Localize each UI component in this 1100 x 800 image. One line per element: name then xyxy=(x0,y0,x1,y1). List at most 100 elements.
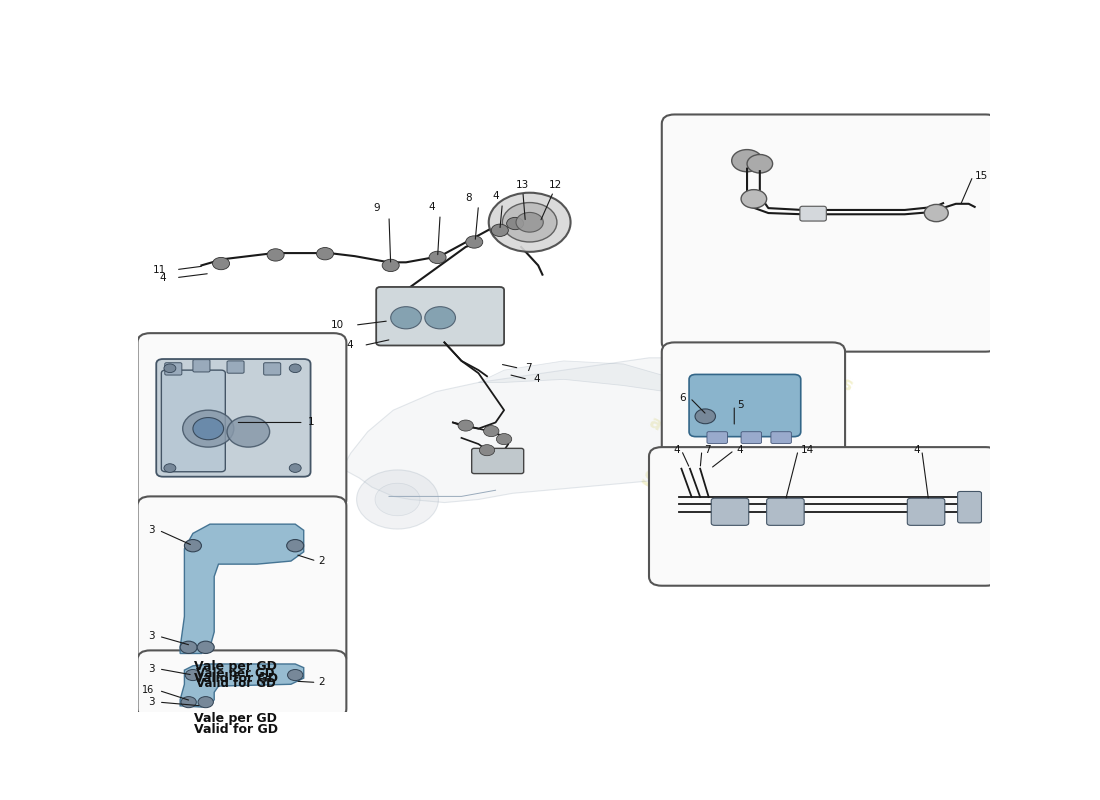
Circle shape xyxy=(503,202,557,242)
Circle shape xyxy=(496,434,512,445)
Circle shape xyxy=(164,364,176,373)
Text: 13: 13 xyxy=(516,180,529,190)
Text: 3: 3 xyxy=(147,631,154,642)
Text: Valid for GD: Valid for GD xyxy=(196,677,275,690)
Text: since 1985: since 1985 xyxy=(778,238,930,262)
Circle shape xyxy=(492,224,508,237)
Circle shape xyxy=(741,190,767,208)
Polygon shape xyxy=(342,358,747,502)
Circle shape xyxy=(164,464,176,472)
Text: 1: 1 xyxy=(308,418,315,427)
Circle shape xyxy=(185,670,200,681)
Circle shape xyxy=(425,306,455,329)
Polygon shape xyxy=(478,361,683,392)
Circle shape xyxy=(192,418,223,440)
Circle shape xyxy=(182,697,196,708)
Circle shape xyxy=(227,416,270,447)
Text: europarts: europarts xyxy=(740,198,967,240)
Circle shape xyxy=(465,236,483,248)
FancyBboxPatch shape xyxy=(771,432,791,443)
Circle shape xyxy=(317,247,333,260)
Circle shape xyxy=(198,697,213,708)
Text: Vale per GD: Vale per GD xyxy=(194,660,277,673)
FancyBboxPatch shape xyxy=(712,498,749,526)
Text: 6: 6 xyxy=(679,393,685,403)
Circle shape xyxy=(663,448,746,507)
Circle shape xyxy=(183,410,234,447)
Text: a passion for parts: a passion for parts xyxy=(680,290,857,395)
FancyBboxPatch shape xyxy=(707,432,727,443)
Text: 12: 12 xyxy=(549,180,562,190)
Text: Vale per GD: Vale per GD xyxy=(196,667,275,680)
Circle shape xyxy=(516,213,543,232)
Text: 4: 4 xyxy=(534,374,540,384)
FancyBboxPatch shape xyxy=(162,370,226,472)
FancyBboxPatch shape xyxy=(192,360,210,372)
FancyBboxPatch shape xyxy=(767,498,804,526)
Text: since 1985: since 1985 xyxy=(704,217,867,320)
FancyBboxPatch shape xyxy=(138,496,346,666)
FancyBboxPatch shape xyxy=(376,287,504,346)
Text: 15: 15 xyxy=(975,171,988,181)
FancyBboxPatch shape xyxy=(689,374,801,437)
FancyBboxPatch shape xyxy=(908,498,945,526)
Circle shape xyxy=(390,306,421,329)
Circle shape xyxy=(375,483,420,516)
FancyBboxPatch shape xyxy=(138,650,346,718)
Text: 4: 4 xyxy=(737,445,744,455)
FancyBboxPatch shape xyxy=(264,362,280,375)
Polygon shape xyxy=(180,524,304,654)
Text: 11: 11 xyxy=(153,265,166,274)
Circle shape xyxy=(289,464,301,472)
Text: since 1985: since 1985 xyxy=(636,463,799,566)
FancyBboxPatch shape xyxy=(741,432,761,443)
Text: 14: 14 xyxy=(801,445,814,455)
FancyBboxPatch shape xyxy=(156,359,310,477)
Text: Valid for GD: Valid for GD xyxy=(194,672,277,686)
Circle shape xyxy=(356,470,439,529)
Circle shape xyxy=(480,445,495,456)
Circle shape xyxy=(267,249,284,261)
Text: 4: 4 xyxy=(913,445,920,455)
FancyBboxPatch shape xyxy=(649,447,999,586)
FancyBboxPatch shape xyxy=(958,491,981,523)
Text: 4: 4 xyxy=(160,273,166,282)
FancyBboxPatch shape xyxy=(800,206,826,221)
Circle shape xyxy=(747,154,772,173)
Circle shape xyxy=(484,426,499,437)
FancyBboxPatch shape xyxy=(227,361,244,373)
Circle shape xyxy=(488,193,571,252)
Circle shape xyxy=(180,641,197,654)
Circle shape xyxy=(382,259,399,271)
Polygon shape xyxy=(180,664,304,707)
Circle shape xyxy=(185,539,201,552)
FancyBboxPatch shape xyxy=(662,342,845,456)
Text: a passion for parts: a passion for parts xyxy=(646,413,823,518)
Circle shape xyxy=(289,364,301,373)
Text: Valid for GD: Valid for GD xyxy=(194,722,277,736)
Text: 3: 3 xyxy=(147,526,154,535)
FancyBboxPatch shape xyxy=(165,362,182,375)
Text: since 1985: since 1985 xyxy=(670,340,833,443)
Circle shape xyxy=(212,258,230,270)
Text: 5: 5 xyxy=(738,400,745,410)
Circle shape xyxy=(507,218,524,230)
Circle shape xyxy=(287,670,303,681)
Circle shape xyxy=(197,641,215,654)
Text: 9: 9 xyxy=(373,203,380,213)
Circle shape xyxy=(682,462,727,494)
Text: Vale per GD: Vale per GD xyxy=(194,712,277,725)
Text: 7: 7 xyxy=(525,363,531,374)
Text: 2: 2 xyxy=(318,678,324,687)
Circle shape xyxy=(924,205,948,222)
FancyBboxPatch shape xyxy=(138,333,346,509)
Text: 16: 16 xyxy=(142,686,154,695)
Text: 10: 10 xyxy=(331,320,344,330)
Circle shape xyxy=(732,150,762,172)
Text: 4: 4 xyxy=(346,341,353,350)
Text: 7: 7 xyxy=(704,445,711,455)
Text: 4: 4 xyxy=(492,190,499,201)
Circle shape xyxy=(458,420,473,431)
Text: 2: 2 xyxy=(318,556,324,566)
Circle shape xyxy=(429,251,447,263)
